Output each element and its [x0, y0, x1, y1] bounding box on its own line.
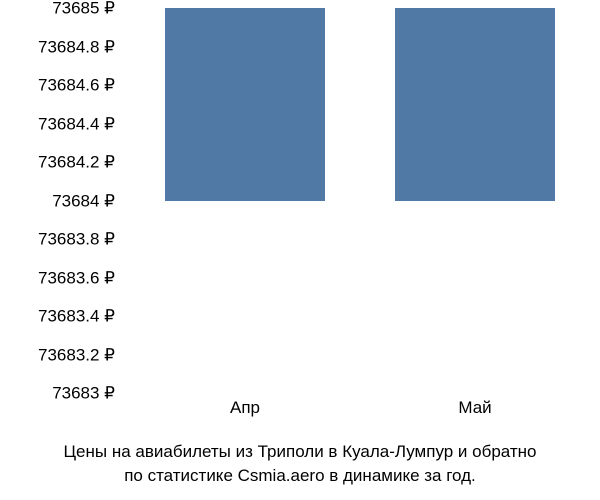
y-tick-label: 73683.8 ₽: [0, 231, 115, 248]
price-chart: 73685 ₽ 73684.8 ₽ 73684.6 ₽ 73684.4 ₽ 73684.…: [0, 0, 600, 500]
bar: [395, 8, 555, 201]
caption-line-1: Цены на авиабилеты из Триполи в Куала-Лу…: [0, 440, 600, 464]
chart-caption: Цены на авиабилеты из Триполи в Куала-Лу…: [0, 440, 600, 488]
y-tick-label: 73684.4 ₽: [0, 115, 115, 132]
y-tick-label: 73684 ₽: [0, 192, 115, 209]
y-axis: 73685 ₽73684.8 ₽73684.6 ₽73684.4 ₽73684.…: [0, 8, 115, 393]
x-tick-label: Апр: [230, 398, 260, 418]
y-tick-label: 73685 ₽: [0, 0, 115, 17]
bar: [165, 8, 325, 201]
x-tick-label: Май: [458, 398, 491, 418]
y-tick-label: 73684.8 ₽: [0, 38, 115, 55]
caption-line-2: по статистике Csmia.aero в динамике за г…: [0, 464, 600, 488]
y-tick-label: 73684.2 ₽: [0, 154, 115, 171]
x-axis: Апр Май: [120, 398, 590, 428]
y-tick-label: 73683.2 ₽: [0, 346, 115, 363]
y-tick-label: 73683.4 ₽: [0, 308, 115, 325]
y-tick-label: 73684.6 ₽: [0, 77, 115, 94]
y-tick-label: 73683 ₽: [0, 385, 115, 402]
y-tick-label: 73683.6 ₽: [0, 269, 115, 286]
plot-area: [120, 8, 590, 393]
